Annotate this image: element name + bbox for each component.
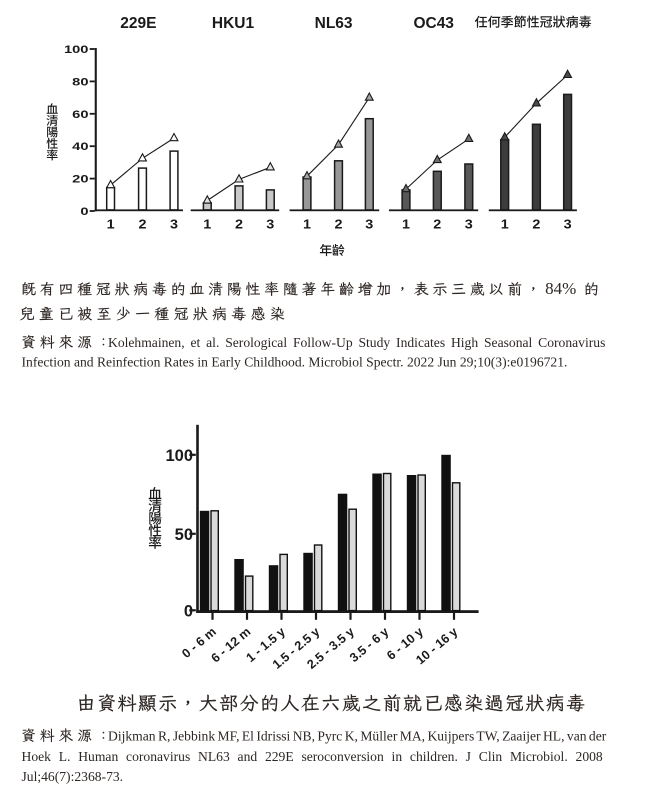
svg-text:NL63: NL63: [315, 15, 353, 32]
svg-text:80: 80: [72, 75, 88, 88]
svg-text:2: 2: [532, 217, 540, 231]
svg-text:Dijkman R, Jebbink MF, El Idri: Dijkman R, Jebbink MF, El Idrissi NB, Py…: [108, 729, 607, 744]
svg-text:84%: 84%: [545, 279, 576, 298]
svg-text:60: 60: [72, 107, 88, 120]
svg-text:2: 2: [138, 217, 146, 231]
svg-text:3: 3: [266, 217, 274, 231]
svg-text:40: 40: [72, 140, 88, 153]
svg-text:1: 1: [107, 217, 116, 231]
svg-text:1: 1: [203, 217, 212, 231]
svg-text:3: 3: [365, 217, 373, 231]
svg-text:100: 100: [64, 43, 89, 56]
svg-text:3: 3: [564, 217, 572, 231]
svg-text:3: 3: [465, 217, 473, 231]
svg-text:20: 20: [72, 172, 88, 185]
svg-text:229E: 229E: [120, 15, 156, 32]
svg-text:2: 2: [334, 217, 342, 231]
svg-text:Hoek L. Human coronavirus NL63: Hoek L. Human coronavirus NL63 and 229E …: [22, 749, 603, 764]
svg-text:Jul;46(7):2368-73.: Jul;46(7):2368-73.: [22, 769, 124, 785]
svg-text:HKU1: HKU1: [212, 15, 255, 32]
svg-text:0: 0: [80, 205, 88, 218]
svg-text:100: 100: [165, 447, 193, 465]
svg-text:OC43: OC43: [413, 15, 454, 32]
svg-text:1: 1: [303, 217, 312, 231]
svg-text:Kolehmainen, et al. Serologica: Kolehmainen, et al. Serological Follow-U…: [108, 335, 605, 350]
svg-text:0: 0: [184, 603, 193, 621]
svg-text:2: 2: [235, 217, 243, 231]
svg-text:Infection and Reinfection Rate: Infection and Reinfection Rates in Early…: [22, 355, 568, 371]
svg-text:1: 1: [402, 217, 411, 231]
svg-text:1: 1: [501, 217, 510, 231]
svg-text:3: 3: [170, 217, 178, 231]
svg-text:2: 2: [433, 217, 441, 231]
svg-text:50: 50: [175, 526, 193, 544]
